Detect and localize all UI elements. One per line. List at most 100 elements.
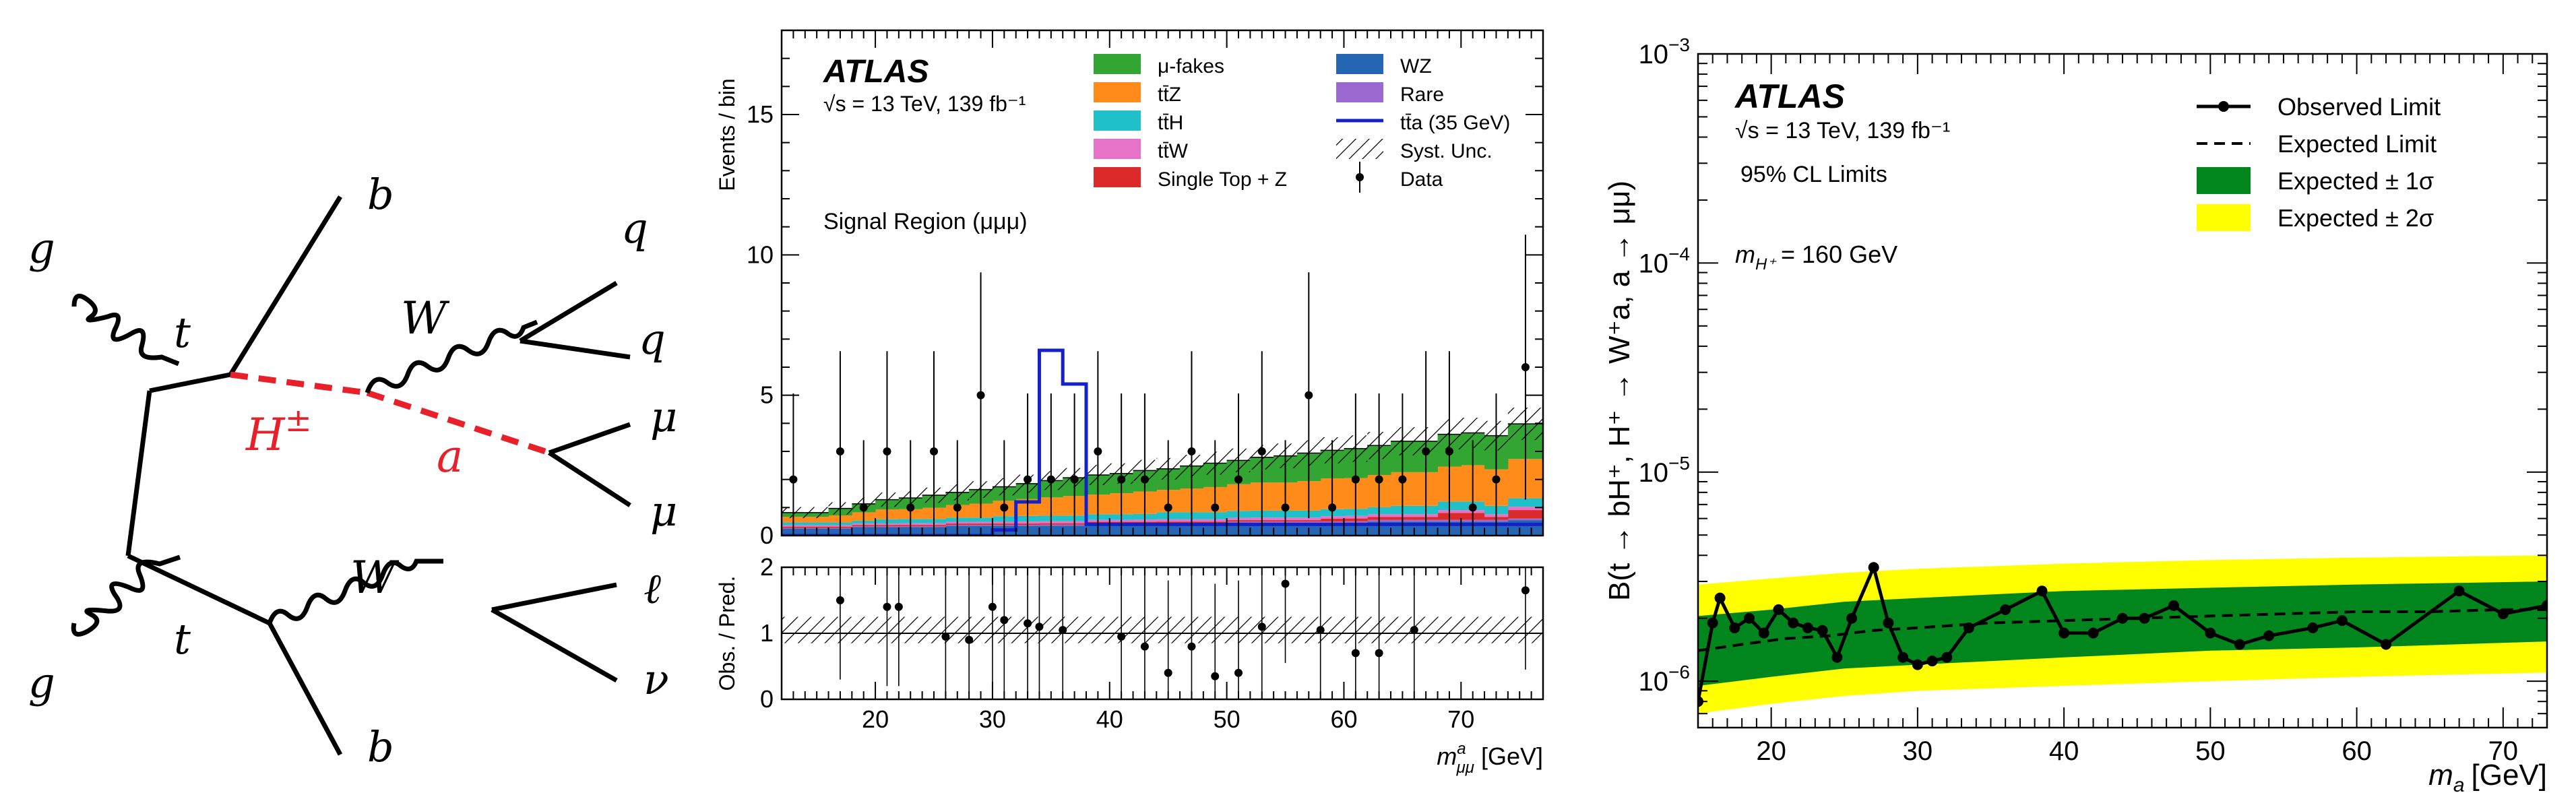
w-boson-bottom (267, 559, 443, 625)
y-tick-label: 10 (747, 241, 774, 268)
legend-label: Rare (1400, 84, 1444, 106)
ratio-point (1059, 626, 1067, 635)
label-b-bottom: b (367, 722, 394, 771)
limit-xlabel: ma [GeV] (2428, 759, 2547, 796)
observed-point (2234, 639, 2245, 650)
observed-point (1707, 617, 1718, 629)
observed-point (2036, 585, 2048, 597)
stack-bar (1507, 498, 1543, 507)
ratio-y-tick-label: 1 (760, 619, 774, 647)
data-point (953, 503, 962, 512)
expected-limit-line (1698, 608, 2547, 652)
y-tick-label: 5 (760, 381, 774, 409)
y-tick-label: 10−4 (1639, 243, 1690, 278)
observed-point (1831, 651, 1843, 663)
data-point (1140, 475, 1149, 484)
stack-bar (1507, 518, 1543, 521)
observed-point (1912, 659, 1923, 670)
observed-point (2000, 604, 2011, 615)
data-point (1492, 475, 1501, 484)
label-t-bottom: t (174, 614, 191, 664)
stack-bar (969, 521, 993, 524)
ratio-point (965, 635, 974, 644)
stack-bar (1507, 520, 1543, 536)
ratio-point (941, 632, 950, 641)
label-a: a (437, 431, 463, 482)
stack-bar (1296, 521, 1321, 523)
x-tick-label: 40 (2049, 736, 2079, 766)
legend-hatch (1336, 139, 1383, 159)
observed-point (1963, 622, 1974, 633)
legend-swatch (1094, 139, 1141, 159)
data-point (1375, 475, 1383, 484)
legend-swatch (1336, 82, 1383, 102)
observed-point (2117, 612, 2128, 624)
observed-point (1846, 612, 1858, 624)
feynman-diagram: g g t t b b W W H± a q q μ μ ℓ ν (28, 170, 677, 771)
x-tick-label: 40 (1096, 705, 1123, 733)
observed-point (1817, 625, 1828, 636)
ratio-point (1187, 642, 1196, 651)
data-point (1070, 475, 1079, 484)
x-tick-label: 70 (1447, 705, 1474, 733)
data-point (1328, 503, 1337, 512)
limit-legend: Observed Limit Expected Limit Expected ± 1… (2197, 93, 2441, 232)
ratio-point (836, 596, 844, 604)
gluon-bottom (71, 554, 181, 637)
charged-higgs-line (230, 371, 368, 396)
hist-region-label: Signal Region (μμμ) (823, 209, 1028, 234)
observed-point (2139, 612, 2150, 624)
gluon-top (71, 293, 180, 366)
hist-xlabel: ma μμ [GeV] (1437, 740, 1543, 777)
ratio-point (1117, 632, 1126, 641)
ratio-point (1281, 579, 1290, 588)
ratio-point (1211, 672, 1220, 680)
observed-point (2453, 585, 2465, 597)
x-tick-label: 60 (1330, 705, 1357, 733)
legend-label: Observed Limit (2277, 93, 2441, 121)
stack-bar (805, 526, 829, 528)
legend-swatch (2197, 167, 2251, 194)
observed-point (1868, 562, 1879, 573)
hist-ylabel: Events / bin (715, 78, 739, 191)
data-point (836, 447, 844, 455)
legend-swatch (1336, 54, 1383, 74)
data-point (1164, 503, 1172, 512)
observed-point (1926, 656, 1938, 667)
data-point (1257, 447, 1266, 455)
limit-atlas-label: ATLAS (1734, 77, 1845, 115)
ratio-point (1035, 623, 1044, 631)
observed-point (2087, 627, 2099, 639)
data-point (906, 503, 915, 512)
label-q2: q (639, 315, 666, 364)
observed-point (1744, 612, 1755, 624)
y-tick-label: 0 (760, 521, 774, 549)
ratio-point (1140, 642, 1149, 651)
data-point (1305, 391, 1313, 400)
label-lepton: ℓ (643, 564, 661, 613)
label-w-bottom: W (350, 552, 400, 604)
legend-marker (1356, 173, 1364, 181)
legend-swatch (1094, 54, 1141, 74)
ratio-point (1351, 649, 1360, 658)
ratio-point (1316, 626, 1325, 635)
data-point (1211, 503, 1220, 512)
limit-energy-label: √s = 13 TeV, 139 fb⁻¹ (1735, 118, 1950, 144)
ratio-y-tick-label: 0 (760, 685, 774, 713)
data-point (1000, 503, 1009, 512)
stack-bar (1296, 520, 1321, 522)
limit-cl-label: 95% CL Limits (1740, 162, 1887, 187)
ratio-point (1375, 649, 1383, 658)
observed-point (2263, 630, 2275, 641)
legend-swatch (1094, 82, 1141, 102)
observed-point (1773, 604, 1784, 615)
observed-point (2205, 627, 2216, 639)
y-tick-label: 15 (747, 100, 774, 128)
hist-energy-label: √s = 13 TeV, 139 fb⁻¹ (823, 92, 1026, 116)
label-mu2: μ (650, 486, 677, 536)
data-point (789, 475, 798, 484)
data-point (1521, 363, 1530, 371)
hist-atlas-label: ATLAS (823, 54, 929, 90)
w-boson-top (365, 319, 538, 394)
x-tick-label: 50 (1214, 705, 1240, 733)
